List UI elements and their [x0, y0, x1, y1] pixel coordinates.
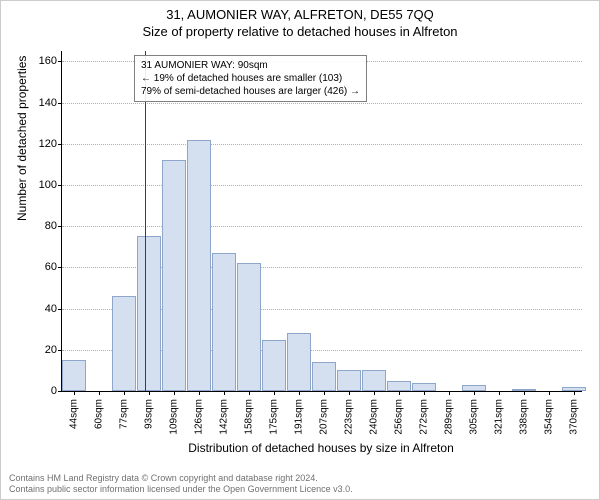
xtick-label: 93sqm [144, 399, 155, 429]
ytick-label: 40 [27, 303, 57, 315]
xtick-mark [374, 391, 375, 395]
ytick-mark [58, 309, 62, 310]
xtick-label: 158sqm [244, 399, 255, 435]
xtick-label: 272sqm [419, 399, 430, 435]
xtick-mark [549, 391, 550, 395]
xtick-label: 77sqm [119, 399, 130, 429]
ytick-label: 140 [27, 97, 57, 109]
xtick-label: 142sqm [219, 399, 230, 435]
xtick-label: 44sqm [69, 399, 80, 429]
footer-line2: Contains public sector information licen… [9, 484, 353, 495]
xtick-label: 354sqm [544, 399, 555, 435]
xtick-label: 223sqm [344, 399, 355, 435]
histogram-bar [212, 253, 236, 391]
footer-line1: Contains HM Land Registry data © Crown c… [9, 473, 353, 484]
reference-line [145, 51, 146, 391]
histogram-bar [262, 340, 286, 392]
histogram-bar [362, 370, 386, 391]
ytick-mark [58, 185, 62, 186]
annotation-line: ← 19% of detached houses are smaller (10… [141, 72, 360, 85]
grid-line [62, 226, 582, 227]
histogram-bar [187, 140, 211, 391]
xtick-label: 175sqm [269, 399, 280, 435]
chart-container: 31, AUMONIER WAY, ALFRETON, DE55 7QQ Siz… [0, 0, 600, 500]
footer-attribution: Contains HM Land Registry data © Crown c… [9, 473, 353, 495]
ytick-label: 60 [27, 261, 57, 273]
xtick-mark [349, 391, 350, 395]
xtick-mark [174, 391, 175, 395]
histogram-bar [287, 333, 311, 391]
ytick-mark [58, 391, 62, 392]
xtick-mark [249, 391, 250, 395]
histogram-bar [237, 263, 261, 391]
xtick-label: 207sqm [319, 399, 330, 435]
ytick-mark [58, 226, 62, 227]
histogram-bar [387, 381, 411, 391]
ytick-mark [58, 267, 62, 268]
xtick-label: 191sqm [294, 399, 305, 435]
xtick-mark [224, 391, 225, 395]
histogram-bar [312, 362, 336, 391]
xtick-mark [574, 391, 575, 395]
ytick-mark [58, 350, 62, 351]
xtick-mark [124, 391, 125, 395]
xtick-label: 370sqm [569, 399, 580, 435]
xtick-mark [474, 391, 475, 395]
xtick-mark [524, 391, 525, 395]
xtick-label: 109sqm [169, 399, 180, 435]
xtick-mark [424, 391, 425, 395]
xtick-label: 305sqm [469, 399, 480, 435]
ytick-label: 100 [27, 179, 57, 191]
histogram-bar [162, 160, 186, 391]
histogram-bar [112, 296, 136, 391]
xtick-mark [449, 391, 450, 395]
chart-area: 02040608010012014016044sqm60sqm77sqm93sq… [61, 51, 581, 431]
xtick-mark [299, 391, 300, 395]
histogram-bar [337, 370, 361, 391]
histogram-bar [412, 383, 436, 391]
xtick-label: 338sqm [519, 399, 530, 435]
xtick-label: 256sqm [394, 399, 405, 435]
annotation-line: 79% of semi-detached houses are larger (… [141, 85, 360, 98]
xtick-mark [199, 391, 200, 395]
ytick-label: 0 [27, 385, 57, 397]
histogram-bar [137, 236, 161, 391]
ytick-label: 160 [27, 55, 57, 67]
grid-line [62, 144, 582, 145]
grid-line [62, 185, 582, 186]
plot-region: 02040608010012014016044sqm60sqm77sqm93sq… [61, 51, 582, 392]
xtick-mark [274, 391, 275, 395]
annotation-box: 31 AUMONIER WAY: 90sqm← 19% of detached … [134, 55, 367, 102]
ytick-label: 20 [27, 344, 57, 356]
xtick-label: 321sqm [494, 399, 505, 435]
ytick-label: 120 [27, 138, 57, 150]
xtick-mark [399, 391, 400, 395]
xtick-mark [499, 391, 500, 395]
page-title-desc: Size of property relative to detached ho… [1, 24, 599, 39]
ytick-mark [58, 61, 62, 62]
page-title-address: 31, AUMONIER WAY, ALFRETON, DE55 7QQ [1, 7, 599, 22]
xtick-label: 240sqm [369, 399, 380, 435]
xtick-mark [74, 391, 75, 395]
xtick-label: 289sqm [444, 399, 455, 435]
xtick-mark [149, 391, 150, 395]
xtick-label: 126sqm [194, 399, 205, 435]
histogram-bar [62, 360, 86, 391]
ytick-mark [58, 103, 62, 104]
grid-line [62, 103, 582, 104]
annotation-line: 31 AUMONIER WAY: 90sqm [141, 59, 360, 72]
xtick-mark [324, 391, 325, 395]
x-axis-label: Distribution of detached houses by size … [61, 441, 581, 455]
ytick-mark [58, 144, 62, 145]
ytick-label: 80 [27, 220, 57, 232]
xtick-mark [99, 391, 100, 395]
xtick-label: 60sqm [94, 399, 105, 429]
